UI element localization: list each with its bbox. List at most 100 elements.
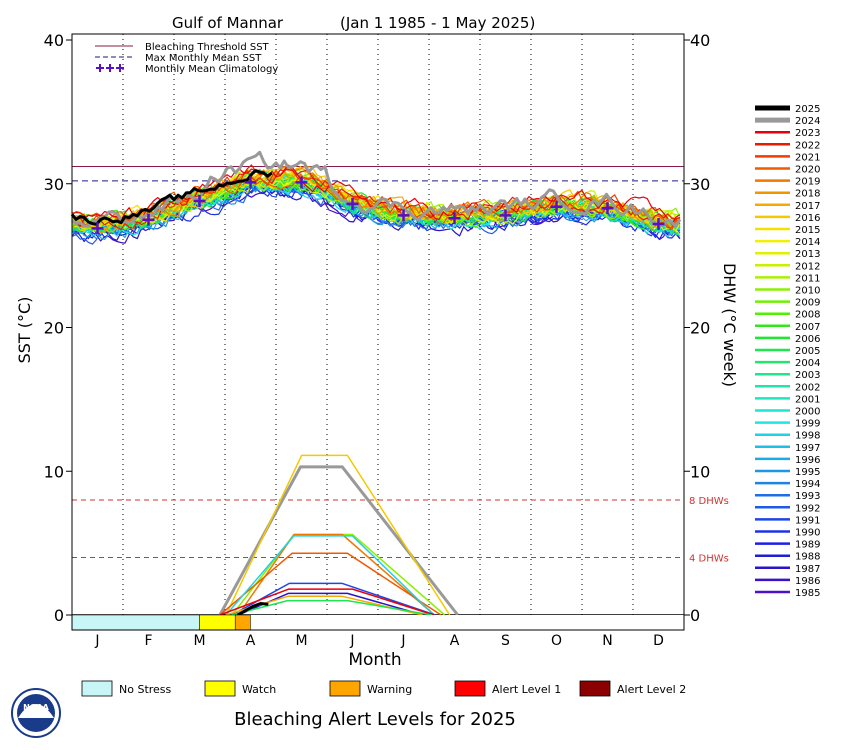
- footer-title: Bleaching Alert Levels for 2025: [234, 709, 516, 730]
- dhw-series-2016: [225, 454, 451, 616]
- dhw-4-label: 4 DHWs: [689, 554, 729, 565]
- dhw-8-label: 8 DHWs: [689, 496, 729, 507]
- legend-plus-marker: [96, 64, 104, 72]
- alert-legend-label: Alert Level 1: [492, 683, 561, 696]
- x-tick-label: D: [653, 633, 664, 649]
- year-legend-label: 2000: [795, 407, 820, 418]
- dhw-series-1998: [225, 535, 435, 616]
- year-legend-label: 2002: [795, 382, 820, 393]
- year-legend-label: 1998: [795, 431, 820, 442]
- alert-segment-watch: [199, 614, 236, 631]
- alert-legend-label: Alert Level 2: [617, 683, 686, 696]
- year-legend-label: 2021: [795, 152, 820, 163]
- dhw-series-2005: [231, 599, 432, 616]
- sst-series-2018: [71, 169, 681, 234]
- climatology-marker: [142, 213, 155, 226]
- x-axis-label: Month: [348, 650, 401, 670]
- year-legend-label: 2003: [795, 370, 820, 381]
- y-tick-label-left: 0: [54, 606, 64, 625]
- year-legend-label: 2016: [795, 213, 820, 224]
- x-tick-label: M: [193, 633, 205, 649]
- x-tick-label: J: [349, 633, 354, 649]
- climatology-marker: [193, 195, 206, 207]
- alert-level-legend: No Stress Watch Warning Alert Level 1 Alert …: [81, 680, 686, 697]
- chart-title: Gulf of Mannar: [172, 14, 284, 32]
- climatology-marker: [550, 200, 563, 213]
- year-legend-label: 2019: [795, 177, 820, 188]
- axes-layer: 0 0 10 10 20 20 30 30 40 40 J F M A M J J A S O N D 8 DHWs 4 DH…: [44, 31, 729, 649]
- climatology-marker: [448, 212, 461, 225]
- y-tick-label-left: 20: [44, 319, 64, 338]
- climatology-marker: [244, 176, 257, 189]
- year-legend-label: 1993: [795, 491, 820, 502]
- year-legend-label: 2001: [795, 394, 820, 405]
- climatology-markers: [91, 176, 665, 235]
- year-legend-label: 2025: [795, 104, 820, 115]
- climatology-marker: [295, 176, 308, 189]
- year-legend-label: 2013: [795, 249, 820, 260]
- year-legend-label: 2018: [795, 189, 820, 200]
- year-legend-label: 2004: [795, 358, 820, 369]
- climatology-marker: [652, 218, 665, 230]
- climatology-legend-label: Max Monthly Mean SST: [145, 53, 262, 64]
- year-legend-label: 1989: [795, 540, 820, 551]
- year-legend-label: 2012: [795, 261, 820, 272]
- y-tick-label-left: 40: [44, 31, 64, 50]
- alert-legend-swatch-2: [329, 680, 361, 697]
- year-legend-label: 2023: [795, 128, 820, 139]
- climatology-marker: [601, 202, 614, 215]
- year-legend-label: 1995: [795, 467, 820, 478]
- noaa-logo-text: NOAA: [23, 703, 49, 712]
- y-tick-label-right: 30: [690, 175, 710, 194]
- x-tick-label: A: [450, 633, 460, 649]
- alert-legend-swatch-0: [81, 680, 113, 697]
- alert-bar: [71, 614, 684, 631]
- x-tick-label: A: [246, 633, 256, 649]
- x-tick-label: J: [400, 633, 405, 649]
- year-legend-label: 2005: [795, 346, 820, 357]
- dhw-series-2023: [219, 588, 435, 616]
- alert-legend-swatch-3: [454, 680, 486, 697]
- chart-date-range: (Jan 1 1985 - 1 May 2025): [340, 14, 535, 32]
- climatology-legend-label: Bleaching Threshold SST: [145, 42, 270, 53]
- year-legend-label: 2006: [795, 334, 820, 345]
- y-tick-label-left: 10: [44, 462, 64, 481]
- year-legend-label: 1991: [795, 515, 820, 526]
- dhw-series-2025: [237, 601, 269, 617]
- sst-series-2022: [71, 164, 681, 231]
- sst-series-layer: [70, 150, 682, 245]
- year-legend-label: 1987: [795, 564, 820, 575]
- dhw-series-2024: [218, 465, 459, 616]
- x-tick-label: S: [501, 633, 510, 649]
- year-legend-label: 2007: [795, 322, 820, 333]
- year-legend-label: 2015: [795, 225, 820, 236]
- climatology-marker: [346, 197, 359, 210]
- year-legend-label: 1988: [795, 552, 820, 563]
- x-tick-label: N: [602, 633, 612, 649]
- year-legend-label: 2022: [795, 140, 820, 151]
- y-tick-label-left: 30: [44, 175, 64, 194]
- x-tick-label: O: [551, 633, 562, 649]
- y-axis-label-left: SST (°C): [15, 297, 34, 364]
- year-legend-label: 2014: [795, 237, 820, 248]
- alert-segment-no-stress: [71, 614, 200, 631]
- year-legend-label: 1999: [795, 419, 820, 430]
- dhw-series-2020: [219, 552, 442, 616]
- climatology-marker: [397, 209, 410, 222]
- year-legend-label: 1997: [795, 443, 820, 454]
- alert-legend-label: Warning: [367, 683, 412, 696]
- year-legend-label: 1992: [795, 503, 820, 514]
- y-tick-label-right: 10: [690, 462, 710, 481]
- y-tick-label-right: 0: [690, 606, 700, 625]
- year-legend-label: 2008: [795, 310, 820, 321]
- y-axis-label-right: DHW (°C week): [720, 263, 739, 387]
- year-legend-label: 1985: [795, 588, 820, 599]
- y-tick-label-right: 40: [690, 31, 710, 50]
- alert-legend-label: No Stress: [119, 683, 172, 696]
- climatology-marker: [91, 222, 104, 235]
- year-legend-label: 2009: [795, 298, 820, 309]
- alert-legend-swatch-4: [579, 680, 611, 697]
